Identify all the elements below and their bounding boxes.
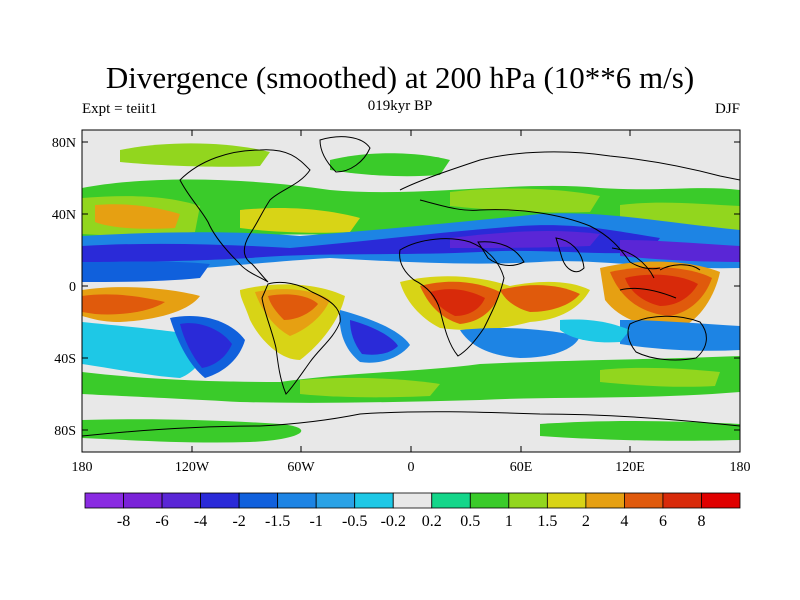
contour-region xyxy=(82,294,165,315)
colorbar-swatch xyxy=(662,492,702,509)
colorbar-swatch xyxy=(701,492,741,509)
contour-region xyxy=(120,143,270,167)
europe-asia-outline xyxy=(399,151,740,270)
contour-region xyxy=(350,320,398,355)
contour-region xyxy=(268,294,318,320)
arabia-outline xyxy=(477,241,525,266)
experiment-label: Expt = teiit1 xyxy=(82,101,158,117)
longitude-axis: 180 120W 60W 0 60E 120E 180 xyxy=(72,130,751,475)
southeast-asia-outline xyxy=(611,247,701,299)
colorbar-label: -8 xyxy=(117,513,130,530)
colorbar-swatch xyxy=(200,492,240,509)
colorbar-label: 8 xyxy=(697,513,705,530)
contour-region xyxy=(625,274,698,306)
colorbar-swatch xyxy=(585,492,625,509)
contour-region xyxy=(430,289,485,316)
colorbar-label: -1.5 xyxy=(265,513,290,530)
lon-tick-label: 180 xyxy=(72,460,93,475)
contour-region xyxy=(450,188,600,213)
north-america-outline xyxy=(179,149,311,283)
contour-region xyxy=(330,153,450,177)
chart-title: Divergence (smoothed) at 200 hPa (10**6 … xyxy=(105,60,695,95)
colorbar-label: 0.5 xyxy=(460,513,480,530)
colorbar-swatch xyxy=(161,492,201,509)
colorbar-label: -0.2 xyxy=(381,513,406,530)
south-america-outline xyxy=(261,281,341,395)
contour-region xyxy=(240,207,360,233)
colorbar: -8 -6 -4 -2 -1.5 -1 -0.5 -0.2 0.2 0.5 1 1.5 2 4 6 8 xyxy=(84,492,741,530)
contour-region xyxy=(450,231,600,248)
lat-tick-label: 80N xyxy=(52,136,76,151)
colorbar-label: 1 xyxy=(505,513,513,530)
contour-region xyxy=(82,419,302,443)
greenland-outline xyxy=(319,136,371,173)
colorbar-swatch xyxy=(123,492,163,509)
contour-region xyxy=(620,320,740,351)
contour-region xyxy=(560,319,630,343)
contour-region xyxy=(95,204,180,229)
time-label: 019kyr BP xyxy=(367,98,433,114)
colorbar-label: 4 xyxy=(620,513,628,530)
contour-region xyxy=(500,285,580,312)
contour-region xyxy=(82,322,204,378)
australia-outline xyxy=(627,315,707,361)
contour-region xyxy=(82,261,210,282)
colorbar-label: 1.5 xyxy=(537,513,557,530)
colorbar-swatch xyxy=(392,492,433,509)
coastlines xyxy=(82,136,740,437)
colorbar-swatch xyxy=(84,492,124,509)
contour-region xyxy=(82,356,740,403)
colorbar-swatch xyxy=(469,492,510,509)
colorbar-swatch xyxy=(546,492,587,509)
colorbar-label: 6 xyxy=(659,513,667,530)
lat-tick-label: 0 xyxy=(69,280,76,295)
colorbar-swatch xyxy=(508,492,548,509)
contour-region xyxy=(540,421,740,441)
contour-region xyxy=(620,240,740,262)
colorbar-swatch xyxy=(315,492,356,509)
lon-tick-label: 60W xyxy=(287,460,315,475)
lon-tick-label: 60E xyxy=(510,460,533,475)
lon-tick-label: 0 xyxy=(408,460,415,475)
lat-tick-label: 40S xyxy=(54,352,76,367)
colorbar-label: -6 xyxy=(155,513,168,530)
season-label: DJF xyxy=(714,101,740,117)
colorbar-label: -4 xyxy=(194,513,207,530)
lon-tick-label: 120W xyxy=(175,460,210,475)
lon-tick-label: 120E xyxy=(615,460,645,475)
colorbar-label: 2 xyxy=(582,513,590,530)
lat-tick-label: 80S xyxy=(54,424,76,439)
contour-region xyxy=(180,323,232,368)
colorbar-swatch xyxy=(624,492,664,509)
lat-tick-label: 40N xyxy=(52,208,76,223)
colorbar-swatch xyxy=(354,492,394,509)
contour-region xyxy=(600,367,720,387)
colorbar-label: -2 xyxy=(232,513,245,530)
colorbar-swatch xyxy=(238,492,279,509)
antarctica-outline xyxy=(82,411,740,437)
colorbar-swatch xyxy=(277,492,317,509)
india-outline xyxy=(555,237,585,273)
colorbar-label: 0.2 xyxy=(422,513,442,530)
colorbar-label: -1 xyxy=(310,513,323,530)
contour-region xyxy=(300,377,440,398)
colorbar-swatch xyxy=(431,492,471,509)
latitude-axis: 80N 40N 0 40S 80S xyxy=(52,136,740,439)
lon-tick-label: 180 xyxy=(730,460,751,475)
africa-outline xyxy=(399,238,505,357)
contour-region xyxy=(460,328,580,358)
colorbar-label: -0.5 xyxy=(342,513,367,530)
contour-field xyxy=(82,130,740,452)
